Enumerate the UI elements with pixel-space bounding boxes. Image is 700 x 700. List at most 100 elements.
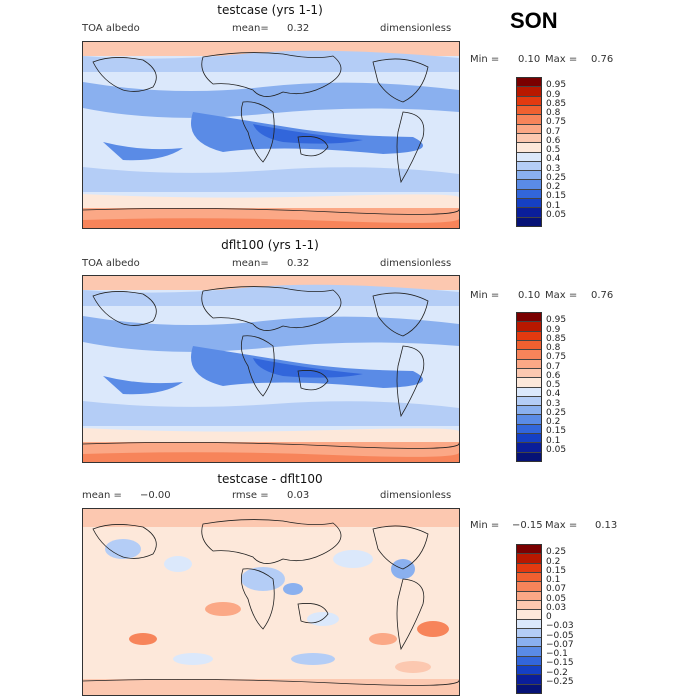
colorbar-tick-label: 0.25 — [546, 547, 567, 558]
colorbar-bin — [517, 434, 541, 444]
colorbar-bin — [517, 415, 541, 425]
colorbar-tick-label: −0.05 — [546, 630, 574, 641]
units-label: dimensionless — [380, 258, 452, 269]
colorbar-bin — [517, 322, 541, 332]
albedo-map — [82, 41, 460, 229]
colorbar-tick-label: 0.07 — [546, 584, 567, 595]
colorbar-tick-label: 0.15 — [546, 565, 567, 576]
colorbar-bin — [517, 331, 541, 341]
colorbar-bin — [517, 161, 541, 172]
colorbar-bin — [517, 189, 541, 200]
colorbar-bin — [517, 133, 541, 144]
max-value: 0.13 — [595, 520, 618, 531]
mean-value: −0.00 — [140, 490, 171, 501]
difference-map — [82, 508, 460, 696]
colorbar — [516, 544, 542, 694]
colorbar-bin — [517, 610, 541, 620]
colorbar-bin — [517, 675, 541, 685]
colorbar-tick-label: −0.2 — [546, 667, 568, 678]
colorbar-labels: 0.25 0.2 0.15 0.1 0.07 0.05 0.03 0 −0.03 −0.05 −0.… — [546, 544, 596, 692]
colorbar-tick-label: 0.7 — [546, 126, 561, 137]
colorbar-bin — [517, 582, 541, 592]
colorbar-bin — [517, 124, 541, 134]
colorbar-bin — [517, 368, 541, 379]
colorbar-bin — [517, 115, 541, 125]
colorbar-bin — [517, 554, 541, 564]
colorbar-tick-label: 0.95 — [546, 80, 567, 91]
colorbar-bin — [517, 378, 541, 388]
colorbar-bin — [517, 656, 541, 667]
colorbar-tick-label: 0.15 — [546, 191, 567, 202]
albedo-map — [82, 275, 460, 463]
colorbar-tick-label: 0.85 — [546, 333, 567, 344]
colorbar-bin — [517, 96, 541, 106]
rmse-value: 0.03 — [287, 490, 310, 501]
colorbar — [516, 77, 542, 227]
colorbar-tick-label: 0.5 — [546, 145, 561, 155]
colorbar-tick-label: 0.03 — [546, 602, 567, 613]
colorbar-tick-label: 0.6 — [546, 135, 561, 146]
panel-title: testcase - dflt100 — [217, 472, 323, 486]
min-value: −0.15 — [512, 520, 543, 531]
colorbar-tick-label: 0.75 — [546, 352, 567, 363]
rmse-label: rmse = — [232, 490, 269, 501]
colorbar-tick-label: 0.7 — [546, 361, 561, 372]
colorbar-tick-label: 0.5 — [546, 380, 561, 390]
colorbar-tick-label: 0.6 — [546, 370, 561, 381]
colorbar-bin — [517, 545, 541, 555]
colorbar-tick-label: 0.3 — [546, 163, 561, 174]
colorbar-bin — [517, 208, 541, 218]
colorbar-bin — [517, 78, 541, 88]
mean-value: 0.32 — [287, 23, 310, 34]
colorbar-bin — [517, 143, 541, 153]
colorbar-labels: 0.95 0.9 0.85 0.8 0.75 0.7 0.6 0.5 0.4 0.3 0.25 0.2… — [546, 312, 596, 460]
colorbar-tick-label: 0.75 — [546, 117, 567, 128]
colorbar-bin — [517, 666, 541, 676]
colorbar-bin — [517, 563, 541, 573]
colorbar-bin — [517, 340, 541, 351]
min-value: 0.10 — [518, 290, 541, 301]
mean-label: mean = — [82, 490, 122, 501]
colorbar-tick-label: −0.03 — [546, 621, 574, 632]
colorbar-tick-label: 0.3 — [546, 398, 561, 409]
colorbar-tick-label: 0.8 — [546, 343, 561, 353]
colorbar-bin — [517, 647, 541, 657]
max-value: 0.76 — [591, 54, 614, 65]
max-label: Max = — [545, 520, 578, 531]
colorbar-labels: 0.95 0.9 0.85 0.8 0.75 0.7 0.6 0.5 0.4 0.3 0.25 0.2… — [546, 77, 596, 225]
colorbar-tick-label: 0.95 — [546, 315, 567, 326]
colorbar-bin — [517, 171, 541, 181]
colorbar-tick-label: 0.85 — [546, 98, 567, 109]
colorbar-tick-label: 0.15 — [546, 426, 567, 437]
colorbar-tick-label: −0.07 — [546, 639, 574, 650]
colorbar-tick-label: 0.4 — [546, 389, 561, 400]
colorbar-tick-label: 0.05 — [546, 209, 567, 220]
max-value: 0.76 — [591, 290, 614, 301]
field-label: TOA albedo — [82, 23, 140, 34]
colorbar-bin — [517, 396, 541, 407]
mean-value: 0.32 — [287, 258, 310, 269]
colorbar-bin — [517, 350, 541, 360]
colorbar-tick-label: 0.1 — [546, 575, 561, 585]
colorbar-tick-label: 0.9 — [546, 89, 561, 100]
colorbar-bin — [517, 406, 541, 416]
colorbar-tick-label: 0.05 — [546, 444, 567, 455]
panel-title: testcase (yrs 1-1) — [217, 3, 323, 17]
max-label: Max = — [545, 54, 578, 65]
colorbar-bin — [517, 628, 541, 639]
colorbar-tick-label: 0.2 — [546, 182, 561, 192]
panel-title: dflt100 (yrs 1-1) — [221, 238, 319, 252]
min-value: 0.10 — [518, 54, 541, 65]
colorbar-tick-label: 0.4 — [546, 154, 561, 165]
colorbar-tick-label: 0.05 — [546, 593, 567, 604]
colorbar-bin — [517, 152, 541, 162]
colorbar-bin — [517, 619, 541, 629]
min-label: Min = — [470, 520, 500, 531]
colorbar-bin — [517, 684, 541, 693]
colorbar-bin — [517, 313, 541, 323]
colorbar-bin — [517, 180, 541, 190]
colorbar-bin — [517, 591, 541, 601]
colorbar-bin — [517, 572, 541, 583]
colorbar-bin — [517, 359, 541, 369]
colorbar-bin — [517, 387, 541, 397]
